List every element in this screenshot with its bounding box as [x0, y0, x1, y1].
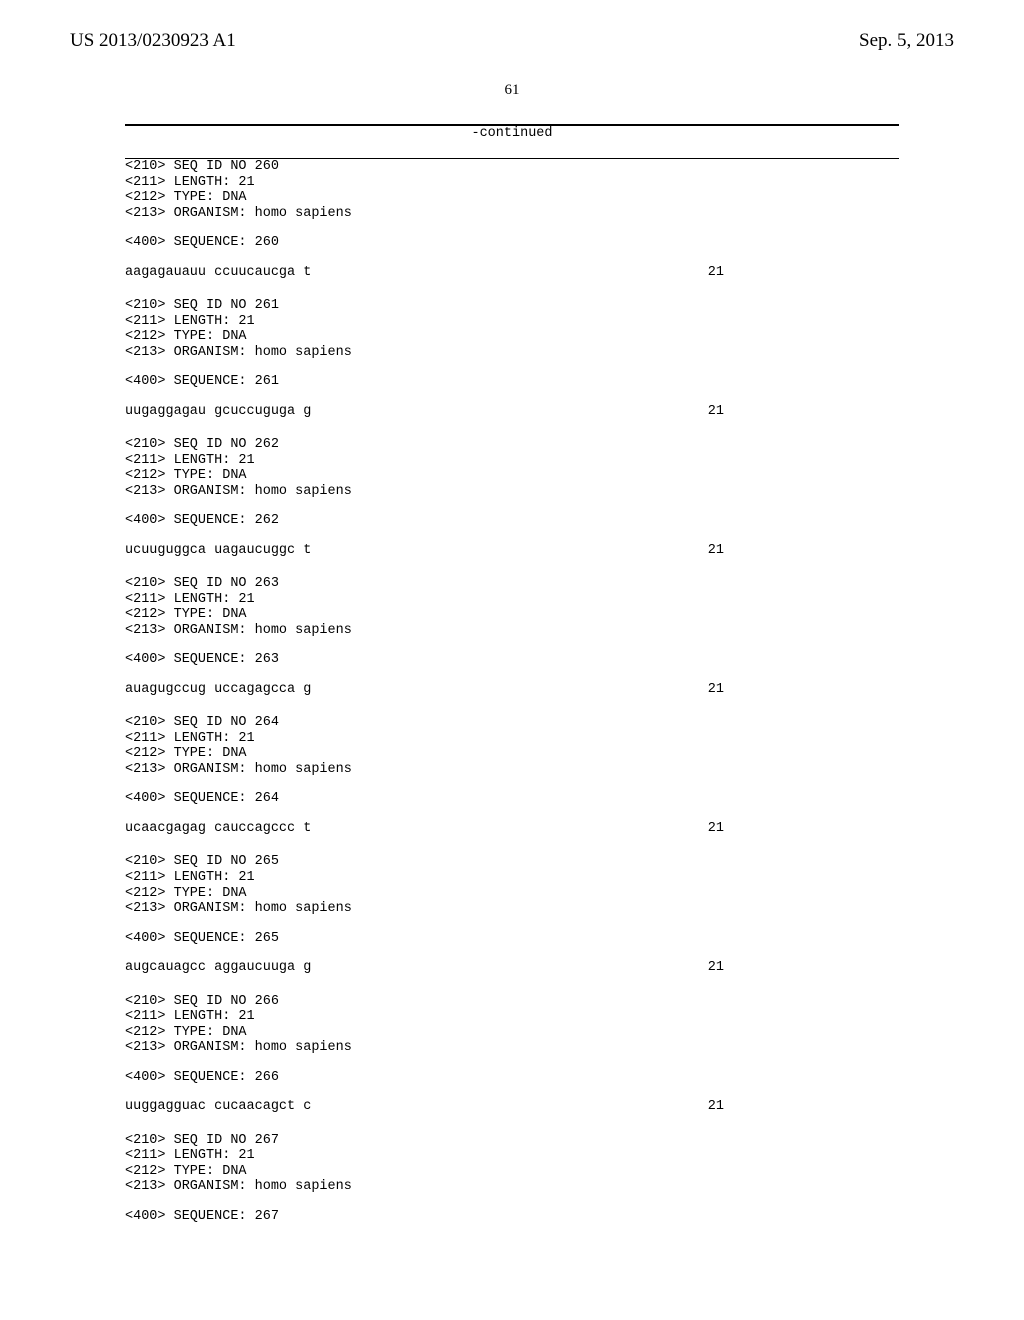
- seq-type: <212> TYPE: DNA: [125, 886, 899, 902]
- seq-organism: <213> ORGANISM: homo sapiens: [125, 623, 899, 639]
- seq-type: <212> TYPE: DNA: [125, 1164, 899, 1180]
- sequence-block: <210> SEQ ID NO 267<211> LENGTH: 21<212>…: [125, 1133, 899, 1225]
- seq-type: <212> TYPE: DNA: [125, 468, 899, 484]
- seq-type: <212> TYPE: DNA: [125, 1025, 899, 1041]
- seq-organism: <213> ORGANISM: homo sapiens: [125, 762, 899, 778]
- seq-length-value: 21: [708, 543, 899, 559]
- sequence-block: <210> SEQ ID NO 266<211> LENGTH: 21<212>…: [125, 994, 899, 1115]
- seq-data-row: auagugccug uccagagcca g 21: [125, 682, 899, 698]
- seq-id: <210> SEQ ID NO 263: [125, 576, 899, 592]
- seq-marker: <400> SEQUENCE: 263: [125, 652, 899, 668]
- seq-id: <210> SEQ ID NO 260: [125, 159, 899, 175]
- seq-id: <210> SEQ ID NO 267: [125, 1133, 899, 1149]
- seq-length-value: 21: [708, 1099, 899, 1115]
- sequence-block: <210> SEQ ID NO 262<211> LENGTH: 21<212>…: [125, 437, 899, 558]
- seq-value: augcauagcc aggaucuuga g: [125, 960, 311, 976]
- seq-value: auagugccug uccagagcca g: [125, 682, 311, 698]
- seq-length-value: 21: [708, 404, 899, 420]
- seq-organism: <213> ORGANISM: homo sapiens: [125, 1040, 899, 1056]
- seq-length-value: 21: [708, 821, 899, 837]
- seq-marker: <400> SEQUENCE: 267: [125, 1209, 899, 1225]
- seq-length-meta: <211> LENGTH: 21: [125, 1148, 899, 1164]
- sequence-block: <210> SEQ ID NO 261<211> LENGTH: 21<212>…: [125, 298, 899, 419]
- seq-value: aagagauauu ccuucaucga t: [125, 265, 311, 281]
- seq-data-row: uugaggagau gcuccuguga g 21: [125, 404, 899, 420]
- seq-organism: <213> ORGANISM: homo sapiens: [125, 901, 899, 917]
- seq-marker: <400> SEQUENCE: 260: [125, 235, 899, 251]
- seq-value: ucuuguggca uagaucuggc t: [125, 543, 311, 559]
- sequence-block: <210> SEQ ID NO 260<211> LENGTH: 21<212>…: [125, 159, 899, 280]
- seq-type: <212> TYPE: DNA: [125, 746, 899, 762]
- seq-id: <210> SEQ ID NO 261: [125, 298, 899, 314]
- seq-type: <212> TYPE: DNA: [125, 190, 899, 206]
- seq-organism: <213> ORGANISM: homo sapiens: [125, 206, 899, 222]
- seq-marker: <400> SEQUENCE: 262: [125, 513, 899, 529]
- publication-number: US 2013/0230923 A1: [70, 30, 236, 52]
- seq-length-value: 21: [708, 960, 899, 976]
- seq-length-value: 21: [708, 265, 899, 281]
- seq-data-row: augcauagcc aggaucuuga g 21: [125, 960, 899, 976]
- seq-type: <212> TYPE: DNA: [125, 329, 899, 345]
- seq-length-meta: <211> LENGTH: 21: [125, 731, 899, 747]
- sequence-block: <210> SEQ ID NO 264<211> LENGTH: 21<212>…: [125, 715, 899, 836]
- sequence-block: <210> SEQ ID NO 265<211> LENGTH: 21<212>…: [125, 854, 899, 975]
- sequence-listing: <210> SEQ ID NO 260<211> LENGTH: 21<212>…: [70, 159, 954, 1224]
- seq-id: <210> SEQ ID NO 264: [125, 715, 899, 731]
- seq-organism: <213> ORGANISM: homo sapiens: [125, 484, 899, 500]
- seq-data-row: aagagauauu ccuucaucga t 21: [125, 265, 899, 281]
- seq-marker: <400> SEQUENCE: 261: [125, 374, 899, 390]
- seq-type: <212> TYPE: DNA: [125, 607, 899, 623]
- seq-length-meta: <211> LENGTH: 21: [125, 1009, 899, 1025]
- seq-id: <210> SEQ ID NO 265: [125, 854, 899, 870]
- seq-data-row: ucaacgagag cauccagccc t 21: [125, 821, 899, 837]
- seq-organism: <213> ORGANISM: homo sapiens: [125, 345, 899, 361]
- seq-length-meta: <211> LENGTH: 21: [125, 592, 899, 608]
- continued-divider: -continued: [125, 124, 899, 159]
- seq-marker: <400> SEQUENCE: 265: [125, 931, 899, 947]
- page-number: 61: [70, 82, 954, 99]
- seq-length-meta: <211> LENGTH: 21: [125, 870, 899, 886]
- seq-length-meta: <211> LENGTH: 21: [125, 453, 899, 469]
- seq-data-row: uuggagguac cucaacagct c 21: [125, 1099, 899, 1115]
- seq-organism: <213> ORGANISM: homo sapiens: [125, 1179, 899, 1195]
- seq-length-meta: <211> LENGTH: 21: [125, 314, 899, 330]
- seq-id: <210> SEQ ID NO 266: [125, 994, 899, 1010]
- seq-id: <210> SEQ ID NO 262: [125, 437, 899, 453]
- seq-marker: <400> SEQUENCE: 266: [125, 1070, 899, 1086]
- publication-date: Sep. 5, 2013: [859, 30, 954, 52]
- document-header: US 2013/0230923 A1 Sep. 5, 2013: [70, 30, 954, 52]
- seq-value: ucaacgagag cauccagccc t: [125, 821, 311, 837]
- seq-value: uuggagguac cucaacagct c: [125, 1099, 311, 1115]
- seq-length-meta: <211> LENGTH: 21: [125, 175, 899, 191]
- continued-label: -continued: [125, 126, 899, 146]
- seq-data-row: ucuuguggca uagaucuggc t 21: [125, 543, 899, 559]
- seq-length-value: 21: [708, 682, 899, 698]
- seq-value: uugaggagau gcuccuguga g: [125, 404, 311, 420]
- seq-marker: <400> SEQUENCE: 264: [125, 791, 899, 807]
- sequence-block: <210> SEQ ID NO 263<211> LENGTH: 21<212>…: [125, 576, 899, 697]
